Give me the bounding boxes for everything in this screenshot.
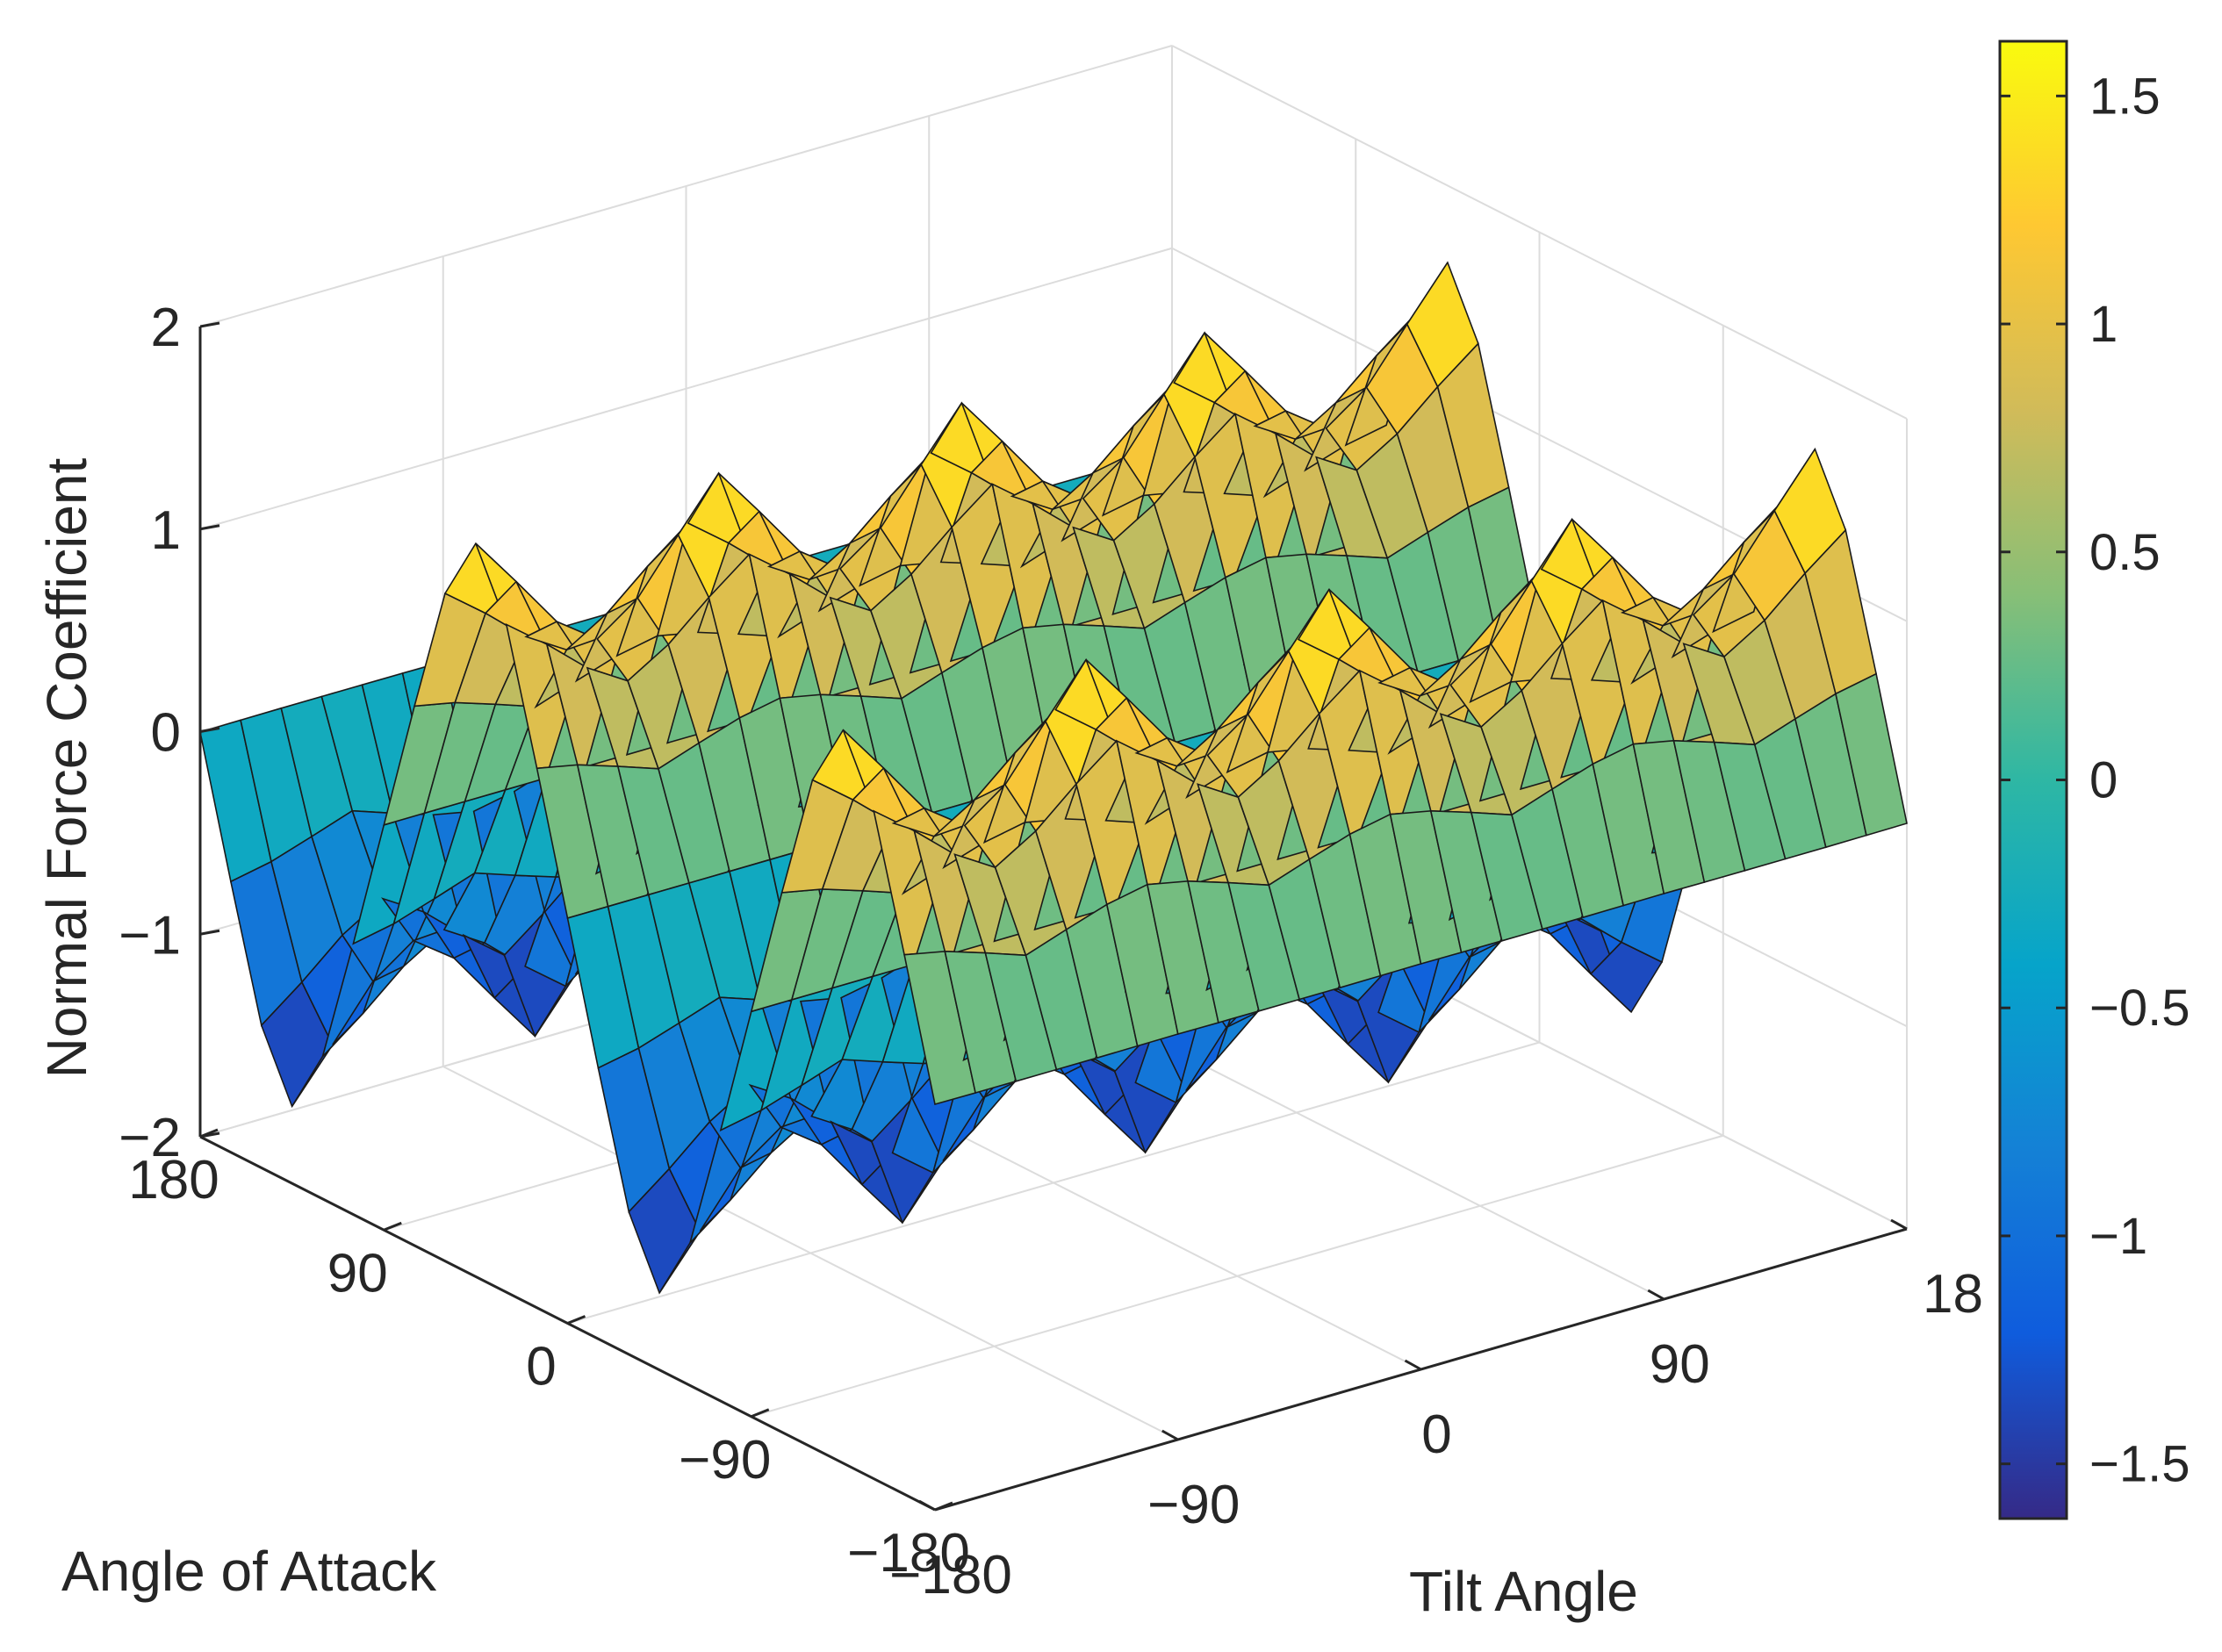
x-tick-label: 0	[1421, 1404, 1451, 1465]
y-tick-label: 180	[128, 1150, 219, 1210]
colorbar-tick-label: 1	[2089, 296, 2118, 353]
x-tick-label: 90	[1650, 1334, 1710, 1395]
z-tick-label: 0	[151, 703, 181, 764]
colorbar-tick-label: −1	[2089, 1208, 2147, 1265]
x-tick	[1891, 1220, 1907, 1229]
z-tick	[200, 323, 219, 327]
z-tick-label: −1	[119, 905, 181, 966]
x-tick	[1162, 1431, 1178, 1440]
z-tick-label: 2	[151, 298, 181, 358]
z-axis-title: Normal Force Coefficient	[35, 457, 98, 1078]
x-tick-label: −90	[1147, 1475, 1240, 1535]
surface-mesh	[200, 262, 1907, 1293]
colorbar-tick-label: 0	[2089, 752, 2118, 809]
z-tick-label: 1	[151, 500, 181, 561]
y-tick-label: −90	[679, 1430, 771, 1490]
x-tick-label: −180	[889, 1545, 1012, 1605]
x-axis-title: Tilt Angle	[1409, 1560, 1638, 1623]
colorbar-tick-label: −0.5	[2089, 980, 2190, 1037]
x-tick	[1406, 1361, 1421, 1369]
y-tick-label: 0	[526, 1337, 556, 1397]
x-tick	[1648, 1290, 1664, 1299]
colorbar-tick-label: 0.5	[2089, 524, 2161, 581]
x-tick-label: 18	[1923, 1264, 1983, 1325]
z-tick	[200, 526, 219, 529]
colorbar: 1.5 1 0.5 0 −0.5 −1 −1.5	[2000, 41, 2190, 1519]
x-tick	[919, 1501, 935, 1510]
colorbar-tick-label: 1.5	[2089, 68, 2161, 125]
z-tick	[200, 930, 219, 934]
y-axis-title: Angle of Attack	[61, 1540, 437, 1603]
colorbar-tick-label: −1.5	[2089, 1436, 2190, 1493]
y-tick-label: 90	[327, 1243, 388, 1304]
